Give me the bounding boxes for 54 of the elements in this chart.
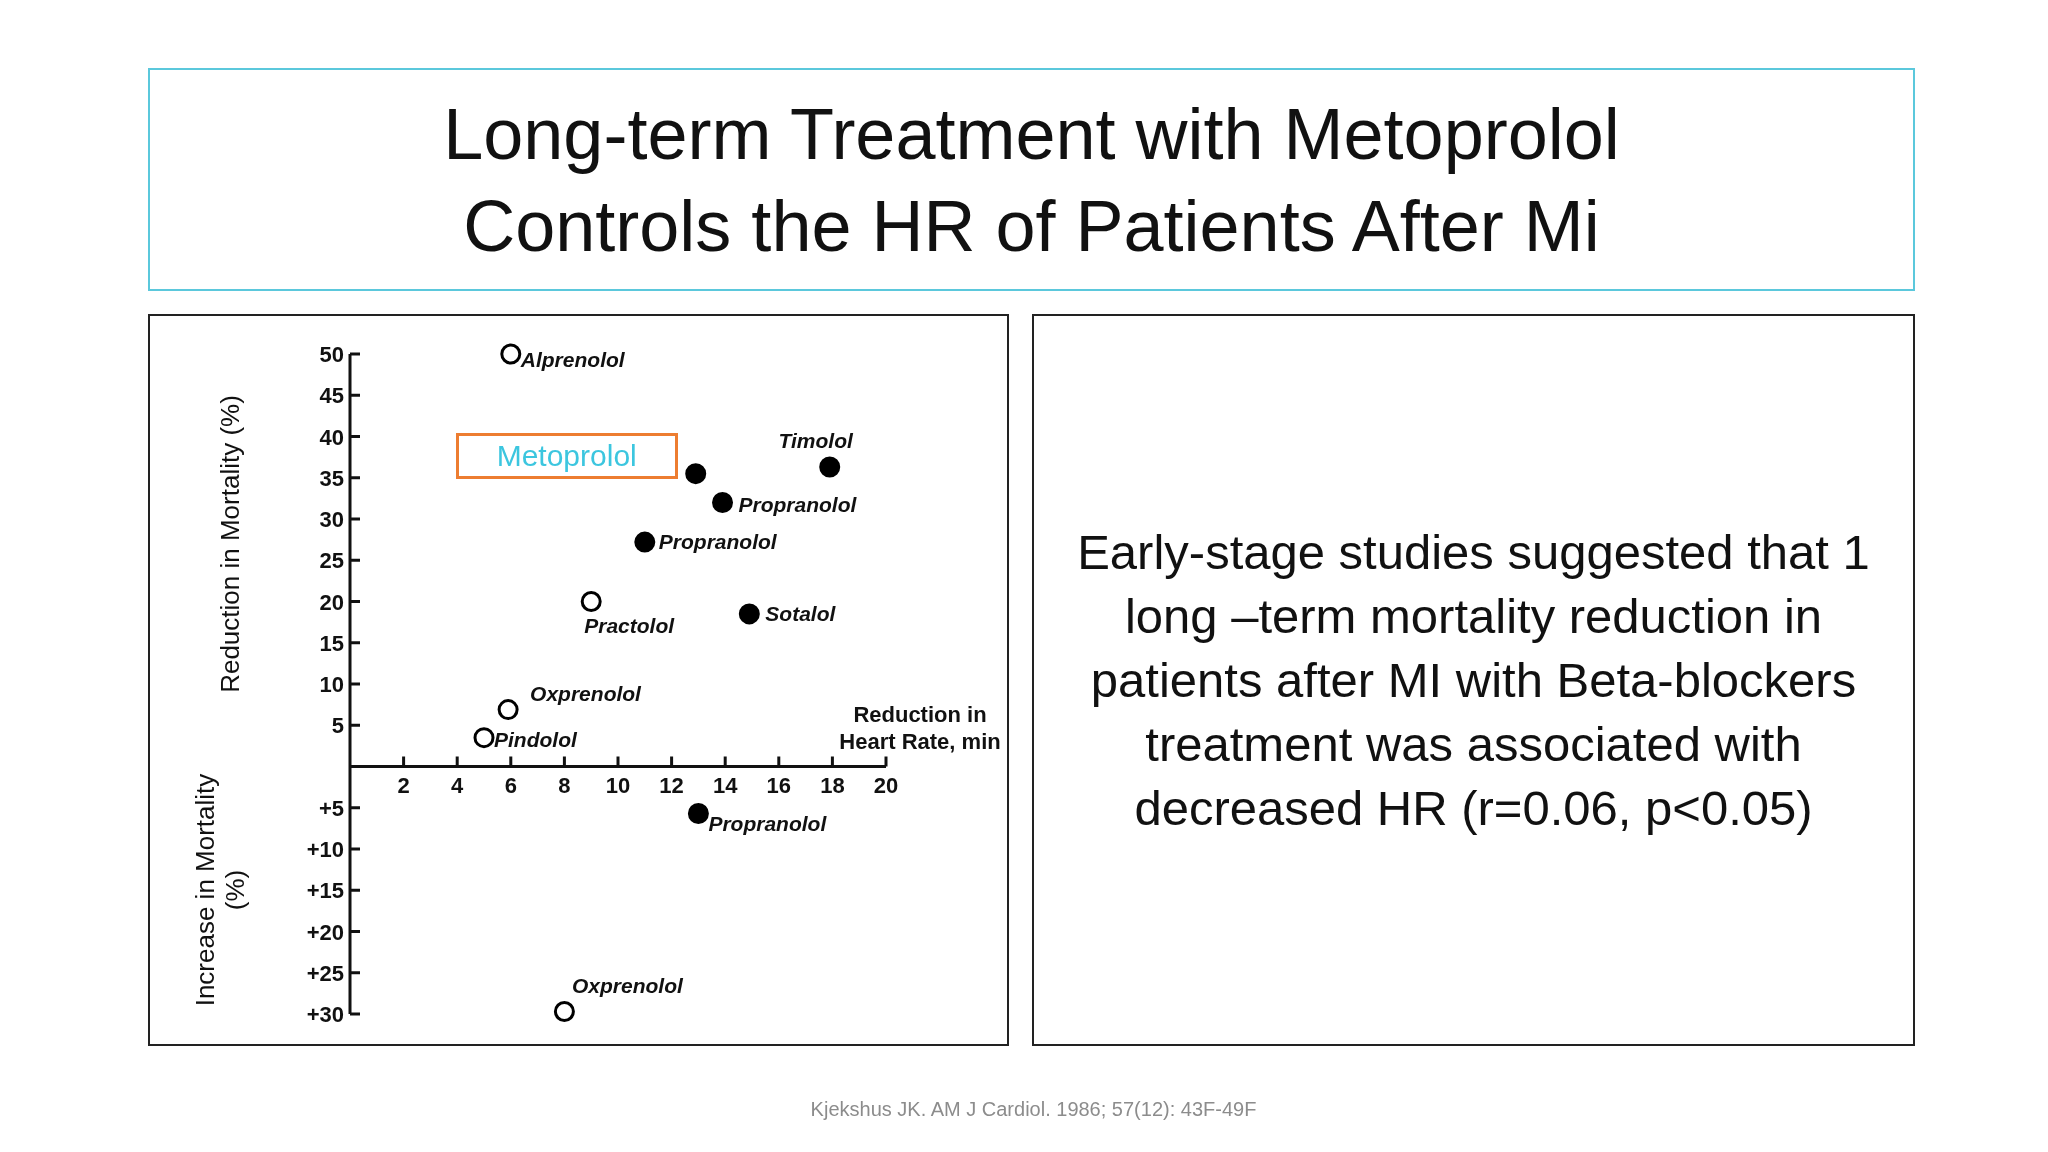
y-axis-title: Reduction in Mortality (%) bbox=[214, 394, 246, 693]
point bbox=[500, 343, 522, 365]
x-tick-label: 14 bbox=[712, 772, 739, 798]
y-tick-label: 45 bbox=[319, 383, 344, 409]
point bbox=[497, 699, 519, 721]
x-axis-title: Reduction in Heart Rate, min bbox=[839, 701, 1001, 755]
annotation: Pindolol bbox=[494, 727, 577, 752]
point bbox=[687, 803, 709, 825]
x-tick-label: 6 bbox=[504, 772, 517, 798]
x-tick-label: 4 bbox=[451, 772, 465, 798]
annotation: Propranolol bbox=[738, 492, 857, 517]
y-tick-label: 5 bbox=[331, 713, 344, 739]
y-tick-label: +10 bbox=[306, 837, 344, 862]
annotation: Alprenolol bbox=[520, 348, 625, 372]
annotation: Oxprenolol bbox=[530, 681, 641, 706]
point bbox=[685, 463, 707, 485]
y-tick-label: 25 bbox=[319, 548, 344, 574]
x-tick-label: 8 bbox=[558, 772, 571, 798]
point bbox=[738, 603, 760, 625]
y-tick-label: +5 bbox=[318, 795, 344, 821]
annotation: Oxprenolol bbox=[571, 973, 683, 998]
point bbox=[580, 591, 602, 612]
y-tick-label: +30 bbox=[306, 1002, 344, 1027]
x-tick-label: 10 bbox=[605, 772, 631, 798]
annotation: Sotalol bbox=[765, 601, 836, 626]
annotation: Propranolol bbox=[658, 530, 777, 555]
y-tick-label: 40 bbox=[319, 424, 344, 450]
y-tick-label: 35 bbox=[319, 465, 344, 491]
y-tick-label: 15 bbox=[319, 630, 344, 656]
y-tick-label: 30 bbox=[319, 507, 344, 532]
y-tick-label: +15 bbox=[306, 878, 344, 904]
annotation: Practolol bbox=[584, 613, 675, 638]
text: Increase in Mortality (%) bbox=[190, 772, 250, 1009]
text: Early-stage studies suggested that 1 long –term mortality reduction in patients after MI with Beta-blockers treatment was associated with decreased HR (r=0.06, p<0.05) bbox=[1076, 524, 1871, 837]
x-tick-label: 16 bbox=[766, 772, 792, 798]
y-tick-label: 20 bbox=[319, 589, 344, 615]
y-tick-label: 10 bbox=[319, 672, 344, 697]
point bbox=[712, 492, 734, 513]
x-tick-label: 12 bbox=[659, 772, 684, 798]
point bbox=[473, 727, 495, 749]
annotation: Propranolol bbox=[708, 811, 827, 836]
text: Kjekshus JK. AM J Cardiol. 1986; 57(12): 43F-49F bbox=[809, 1098, 1258, 1121]
annotation: Metoprolol bbox=[455, 432, 678, 479]
point bbox=[634, 531, 656, 553]
annotation: Timolol bbox=[778, 429, 853, 454]
text: Long-term Treatment with Metoprolol Controls the HR of Patients After Mi bbox=[442, 92, 1621, 268]
x-tick-label: 2 bbox=[397, 772, 410, 798]
x-tick-label: 20 bbox=[873, 772, 899, 798]
y-tick-label: +20 bbox=[306, 919, 344, 945]
point bbox=[819, 456, 841, 478]
point bbox=[553, 1001, 575, 1023]
x-tick-label: 18 bbox=[820, 772, 845, 798]
y-tick-label: 50 bbox=[319, 342, 344, 367]
y-tick-label: +25 bbox=[306, 960, 344, 986]
